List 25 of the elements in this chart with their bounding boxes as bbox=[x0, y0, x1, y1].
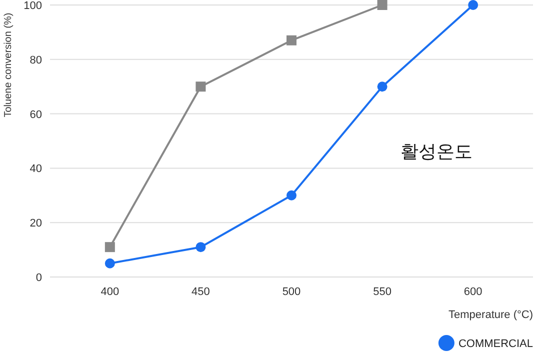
point bbox=[104, 258, 115, 268]
point bbox=[196, 82, 206, 92]
legend: COMMERCIAL bbox=[438, 335, 533, 351]
point bbox=[104, 242, 115, 252]
y-tick-label: 80 bbox=[30, 54, 42, 66]
x-tick-label: 450 bbox=[192, 286, 210, 298]
x-axis-title: Temperature (°C) bbox=[448, 309, 533, 321]
x-tick-label: 600 bbox=[464, 286, 482, 298]
point bbox=[196, 242, 206, 252]
point bbox=[468, 0, 478, 10]
y-tick-label: 20 bbox=[30, 218, 42, 230]
y-axis-title: Toluene conversion (%) bbox=[3, 12, 14, 118]
annotation: 활성온도 bbox=[400, 141, 472, 162]
x-tick-label: 550 bbox=[373, 286, 392, 298]
y-tick-label: 0 bbox=[36, 272, 42, 284]
point bbox=[377, 0, 388, 10]
legend-label: COMMERCIAL bbox=[458, 338, 533, 350]
y-tick-label: 60 bbox=[30, 108, 42, 121]
point bbox=[286, 190, 296, 200]
y-tick-label: 100 bbox=[24, 0, 42, 12]
point bbox=[377, 82, 388, 92]
x-tick-label: 400 bbox=[100, 286, 120, 298]
point bbox=[286, 35, 296, 46]
x-tick-label: 500 bbox=[282, 286, 301, 298]
y-tick-label: 40 bbox=[30, 163, 42, 176]
